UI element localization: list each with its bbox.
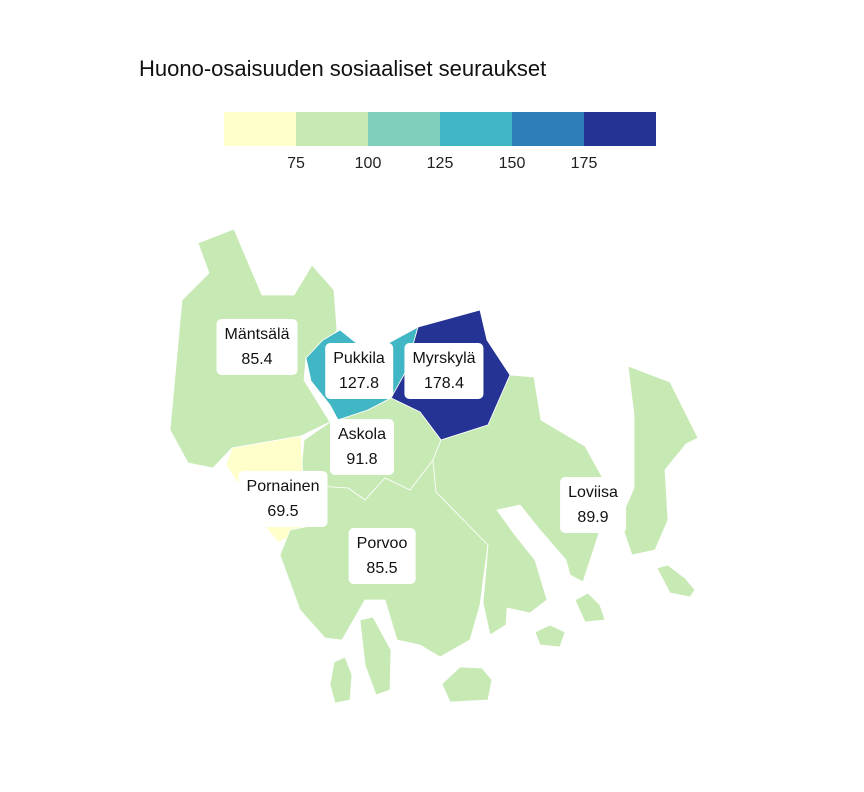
label-askola: Askola 91.8 bbox=[329, 419, 395, 475]
region-loviisa-east[interactable] bbox=[619, 365, 699, 556]
region-name: Mäntsälä bbox=[224, 326, 290, 343]
legend-swatch-1 bbox=[224, 112, 296, 146]
region-name: Askola bbox=[337, 426, 387, 443]
legend-swatch-4 bbox=[440, 112, 512, 146]
legend-swatch-2 bbox=[296, 112, 368, 146]
region-value: 85.4 bbox=[241, 351, 273, 368]
region-value: 89.9 bbox=[577, 509, 609, 526]
island-2 bbox=[329, 656, 353, 704]
legend-tick-75: 75 bbox=[287, 155, 305, 172]
legend-tick-125: 125 bbox=[426, 155, 454, 172]
label-loviisa: Loviisa 89.9 bbox=[560, 477, 626, 533]
legend-tick-150: 150 bbox=[498, 155, 526, 172]
region-loviisa[interactable] bbox=[432, 374, 606, 636]
region-name: Pornainen bbox=[246, 478, 320, 495]
island-5 bbox=[574, 592, 606, 623]
region-value: 91.8 bbox=[346, 451, 378, 468]
label-myrskyla: Myrskylä 178.4 bbox=[404, 343, 484, 399]
label-pornainen: Pornainen 69.5 bbox=[238, 471, 328, 527]
region-value: 178.4 bbox=[423, 375, 465, 392]
legend-swatch-5 bbox=[512, 112, 584, 146]
map-title: Huono-osaisuuden sosiaaliset seuraukset bbox=[139, 56, 547, 81]
legend-swatch-3 bbox=[368, 112, 440, 146]
region-value: 85.5 bbox=[366, 560, 398, 577]
region-value: 127.8 bbox=[338, 375, 380, 392]
legend-tick-175: 175 bbox=[570, 155, 598, 172]
label-porvoo: Porvoo 85.5 bbox=[348, 528, 416, 584]
region-name: Porvoo bbox=[356, 535, 408, 552]
island-1 bbox=[359, 616, 392, 696]
region-name: Pukkila bbox=[333, 350, 385, 367]
label-pukkila: Pukkila 127.8 bbox=[325, 343, 393, 399]
island-3 bbox=[441, 666, 493, 703]
legend-swatch-6 bbox=[584, 112, 656, 146]
legend-tick-100: 100 bbox=[354, 155, 382, 172]
region-value: 69.5 bbox=[267, 503, 299, 520]
label-mantsala: Mäntsälä 85.4 bbox=[216, 319, 298, 375]
island-6 bbox=[656, 564, 696, 598]
region-name: Myrskylä bbox=[412, 350, 476, 367]
region-name: Loviisa bbox=[568, 484, 618, 501]
island-4 bbox=[534, 624, 566, 648]
